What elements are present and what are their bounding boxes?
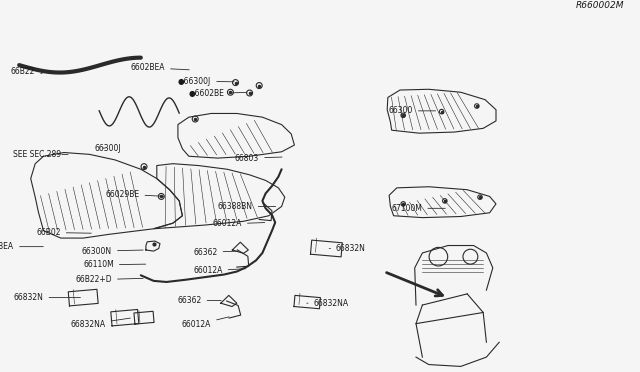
Text: 66803: 66803 bbox=[235, 154, 282, 163]
Text: 66300: 66300 bbox=[388, 106, 436, 115]
Text: 6602BEA: 6602BEA bbox=[131, 63, 189, 72]
Text: 66029BE: 66029BE bbox=[106, 190, 164, 199]
Text: 66388BN: 66388BN bbox=[218, 202, 276, 211]
Text: SEE SEC.289—: SEE SEC.289— bbox=[13, 150, 68, 159]
Text: ●6602BE: ●6602BE bbox=[188, 89, 247, 98]
Text: 66362: 66362 bbox=[177, 296, 221, 305]
Text: 66B22: 66B22 bbox=[11, 67, 42, 76]
Text: 66832N: 66832N bbox=[13, 293, 81, 302]
Text: 67100M: 67100M bbox=[392, 204, 445, 213]
Text: 66110M: 66110M bbox=[83, 260, 146, 269]
Text: 66832N: 66832N bbox=[329, 244, 366, 253]
Text: ●66300J: ●66300J bbox=[178, 77, 234, 86]
Text: 66832NA: 66832NA bbox=[307, 299, 349, 308]
Text: 66B02: 66B02 bbox=[36, 228, 92, 237]
Text: 66012A: 66012A bbox=[182, 317, 229, 329]
Text: 66012A: 66012A bbox=[193, 266, 246, 275]
Text: 66832NA: 66832NA bbox=[70, 318, 131, 329]
Text: 66B22+D: 66B22+D bbox=[76, 275, 143, 284]
Text: 66300J: 66300J bbox=[95, 144, 122, 153]
Text: 66300N: 66300N bbox=[82, 247, 143, 256]
Text: 66012A: 66012A bbox=[212, 219, 265, 228]
Text: 66028EA: 66028EA bbox=[0, 242, 44, 251]
Text: R660002M: R660002M bbox=[575, 1, 624, 10]
Text: 66362: 66362 bbox=[193, 248, 237, 257]
